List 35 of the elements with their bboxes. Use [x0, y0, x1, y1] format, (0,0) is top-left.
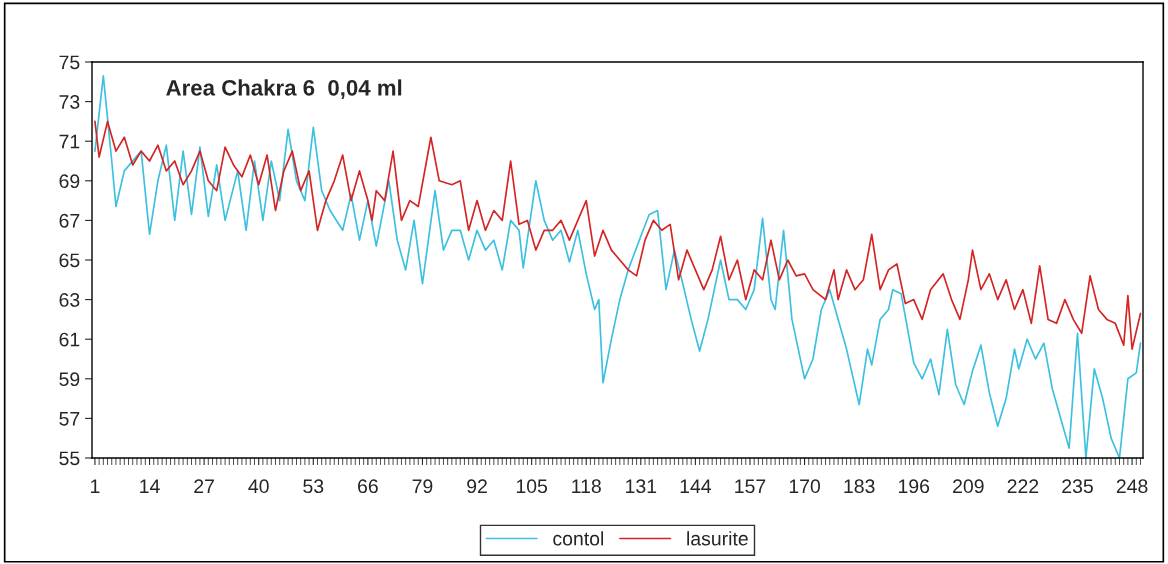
y-tick-label: 63: [59, 293, 80, 307]
x-tick-label: 14: [140, 479, 160, 493]
x-tick-label: 235: [1062, 479, 1093, 494]
x-tick-label: 40: [248, 479, 269, 494]
x-tick-label: 27: [194, 479, 214, 493]
x-tick-label: 1: [91, 479, 100, 493]
legend-label: contol: [553, 531, 604, 546]
text: Area Chakra 6 0,04 ml: [166, 79, 402, 99]
x-tick-label: 157: [735, 479, 766, 494]
line-series: [94, 120, 1142, 350]
y-tick-label: 55: [59, 451, 80, 466]
y-tick-label: 73: [59, 95, 80, 109]
x-tick-label: 105: [516, 479, 548, 494]
y-tick-label: 59: [59, 372, 80, 387]
x-tick-label: 248: [1116, 479, 1148, 494]
y-tick-label: 65: [59, 253, 80, 268]
y-tick-label: 57: [59, 412, 80, 426]
x-tick-label: 144: [680, 479, 712, 493]
y-tick-label: 69: [59, 174, 80, 189]
x-tick-label: 92: [467, 479, 487, 494]
x-tick-label: 118: [572, 479, 601, 494]
y-tick-label: 71: [59, 134, 80, 149]
y-tick-label: 67: [59, 213, 80, 228]
y-tick-label: 75: [59, 55, 80, 70]
x-tick-label: 222: [1007, 479, 1039, 493]
x-tick-label: 53: [303, 479, 324, 494]
x-tick-label: 66: [358, 479, 378, 494]
y-tick-label: 61: [59, 332, 80, 347]
x-tick-label: 79: [412, 479, 433, 494]
x-tick-label: 131: [626, 479, 657, 494]
x-tick-label: 209: [953, 479, 984, 494]
x-tick-label: 183: [844, 479, 875, 494]
x-tick-label: 170: [789, 479, 821, 494]
legend-label: lasurite: [687, 531, 748, 546]
x-tick-label: 196: [899, 479, 930, 494]
